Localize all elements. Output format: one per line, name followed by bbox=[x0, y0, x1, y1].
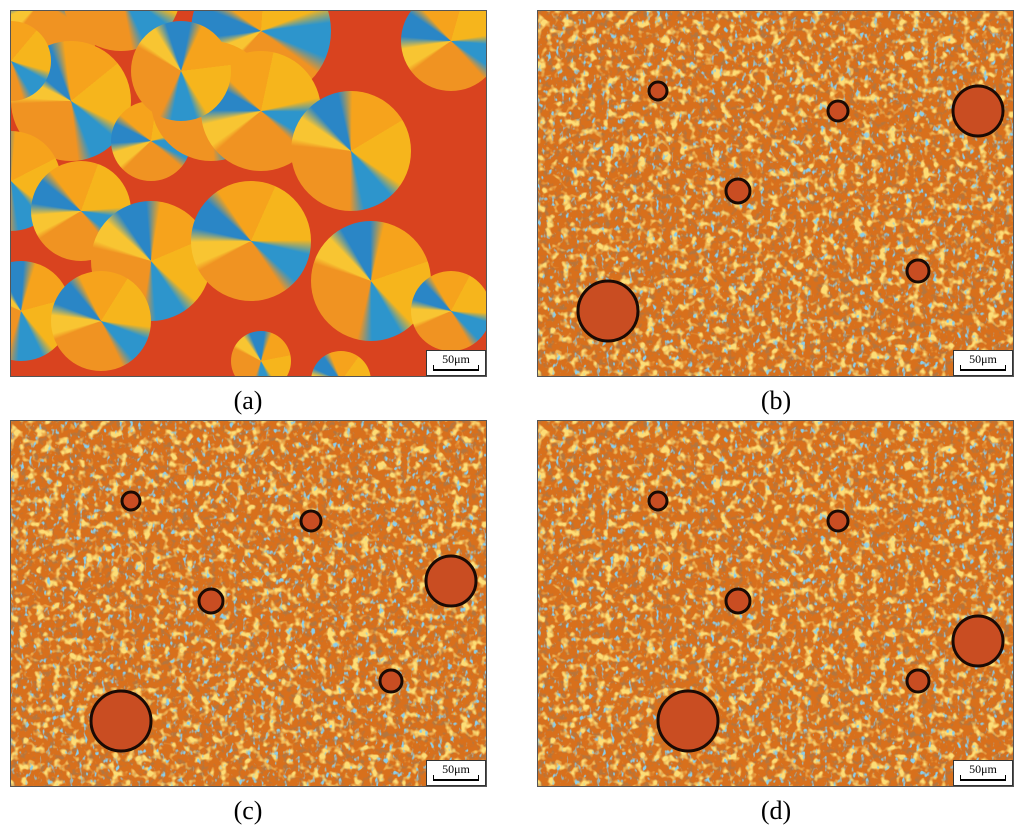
dark-spot bbox=[905, 258, 931, 284]
dark-spot bbox=[89, 689, 153, 753]
dark-spot bbox=[724, 587, 752, 615]
dark-spot bbox=[724, 177, 752, 205]
spherulite bbox=[311, 221, 431, 341]
dark-spot bbox=[647, 490, 669, 512]
panel-label: (b) bbox=[760, 386, 792, 415]
scale-line bbox=[960, 369, 1006, 371]
dark-spot bbox=[378, 668, 404, 694]
scale-label: 50μm bbox=[442, 352, 470, 366]
spherulite bbox=[311, 351, 371, 376]
dark-spot bbox=[647, 80, 669, 102]
scale-line bbox=[433, 779, 479, 781]
spherulite bbox=[231, 331, 291, 376]
scale-ends bbox=[960, 365, 1006, 371]
spherulite bbox=[401, 11, 486, 91]
scale-bar: 50μm bbox=[426, 760, 486, 786]
spherulite bbox=[191, 181, 311, 301]
dark-spot bbox=[656, 689, 720, 753]
scale-label: 50μm bbox=[969, 352, 997, 366]
spherulite bbox=[131, 21, 231, 121]
dark-spot bbox=[424, 554, 478, 608]
dark-spot bbox=[951, 614, 1005, 668]
dark-spot bbox=[120, 490, 142, 512]
micrograph: 50μm bbox=[537, 10, 1014, 377]
dark-spot bbox=[299, 509, 323, 533]
texture bbox=[538, 11, 1013, 376]
texture bbox=[538, 421, 1013, 786]
spherulite bbox=[51, 271, 151, 371]
dark-spot bbox=[826, 509, 850, 533]
scale-label: 50μm bbox=[969, 762, 997, 776]
scale-line bbox=[960, 779, 1006, 781]
spherulite bbox=[291, 91, 411, 211]
dark-spot bbox=[576, 279, 640, 343]
scale-bar: 50μm bbox=[953, 350, 1013, 376]
scale-label: 50μm bbox=[442, 762, 470, 776]
dark-spot bbox=[951, 84, 1005, 138]
scale-line bbox=[433, 369, 479, 371]
dark-spot bbox=[905, 668, 931, 694]
spherulite bbox=[411, 271, 486, 351]
panel-label: (c) bbox=[233, 796, 263, 825]
texture bbox=[11, 421, 486, 786]
texture-blue bbox=[11, 421, 486, 786]
scale-bar: 50μm bbox=[953, 760, 1013, 786]
scale-bar: 50μm bbox=[426, 350, 486, 376]
micrograph: 50μm bbox=[537, 420, 1014, 787]
dark-spot bbox=[197, 587, 225, 615]
panel-label: (d) bbox=[760, 796, 792, 825]
panel-label: (a) bbox=[233, 386, 263, 415]
micrograph: 50μm bbox=[10, 10, 487, 377]
texture-blue bbox=[538, 421, 1013, 786]
scale-ends bbox=[433, 365, 479, 371]
scale-ends bbox=[960, 775, 1006, 781]
dark-spot bbox=[826, 99, 850, 123]
micrograph: 50μm bbox=[10, 420, 487, 787]
scale-ends bbox=[433, 775, 479, 781]
